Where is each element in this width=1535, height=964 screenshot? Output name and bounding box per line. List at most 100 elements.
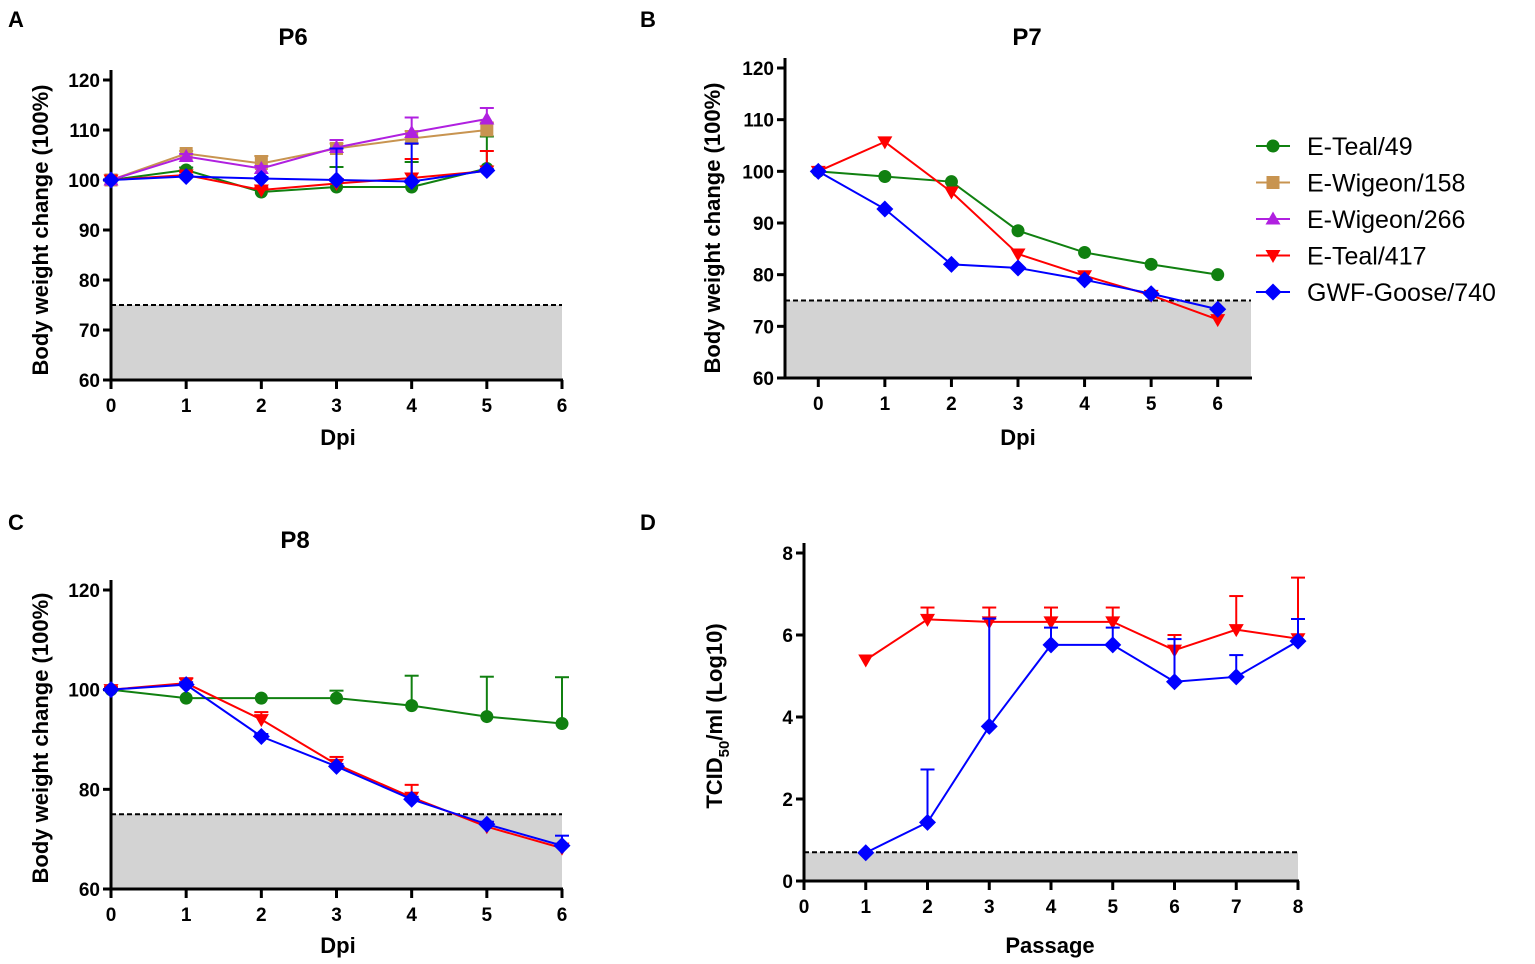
y-tick-label: 90 (753, 214, 774, 235)
x-tick-label: 2 (946, 394, 957, 415)
below-threshold-region (112, 305, 562, 380)
x-tick-label: 1 (860, 897, 871, 918)
data-point (178, 149, 194, 162)
legend-entry: E-Teal/49 (1256, 133, 1413, 161)
legend-marker (1265, 250, 1281, 263)
x-tick-label: 2 (256, 396, 267, 417)
data-point (876, 200, 894, 218)
legend-label: E-Wigeon/266 (1307, 206, 1465, 234)
legend-marker (1266, 176, 1280, 189)
series-line (110, 170, 487, 192)
data-point (252, 728, 270, 746)
series-e-teal-49 (811, 164, 1225, 282)
x-tick-label: 0 (799, 897, 810, 918)
legend-marker (1266, 139, 1280, 153)
data-point (553, 837, 571, 855)
series-e-teal-417 (858, 576, 1306, 668)
panel-title: P8 (280, 527, 309, 554)
y-tick-label: 100 (742, 162, 774, 183)
y-tick-label: 120 (68, 71, 100, 92)
series-gwf-goose-740 (102, 676, 571, 855)
x-tick-label: 4 (1079, 394, 1090, 415)
x-axis-label: Dpi (320, 425, 355, 450)
x-tick-label: 0 (106, 905, 117, 926)
panel-a: 60 70 80 90 100 110 120 0 1 2 3 4 5 6 P6 Dpi Body weight… (28, 24, 567, 450)
data-point (253, 161, 269, 174)
y-tick-label: 60 (753, 369, 774, 390)
x-tick-label: 6 (1212, 394, 1223, 415)
x-tick-label: 3 (331, 396, 342, 417)
x-tick-label: 1 (181, 905, 192, 926)
legend-entry: GWF-Goose/740 (1256, 279, 1496, 307)
data-point (329, 140, 344, 153)
x-axis-label: Dpi (320, 933, 355, 958)
below-threshold-region (786, 300, 1251, 378)
y-tick-label: 8 (782, 544, 793, 565)
data-point (254, 691, 268, 705)
data-point (478, 162, 496, 179)
x-axis-label: Dpi (1000, 425, 1035, 450)
x-tick-label: 4 (406, 396, 417, 417)
x-tick-label: 5 (1107, 897, 1118, 918)
data-point (1105, 616, 1121, 630)
x-tick-label: 2 (256, 905, 267, 926)
series-gwf-goose-740 (102, 142, 496, 190)
x-axis-label: Passage (1005, 933, 1094, 958)
data-point (1227, 668, 1245, 686)
y-tick-label: 90 (79, 221, 100, 242)
data-point (253, 714, 269, 728)
series-e-teal-49 (104, 135, 494, 199)
y-tick-label: 80 (79, 271, 100, 292)
x-tick-label: 5 (1146, 394, 1157, 415)
panel-b: 60 70 80 90 100 110 120 0 1 2 3 4 5 6 P7 Dpi Body weight… (700, 24, 1252, 450)
panel-d: 0 2 4 6 8 0 1 2 3 4 5 6 7 8 Passage TCID50/ml (Log10) (702, 543, 1307, 958)
y-axis-label: Body weight change (100%) (28, 85, 53, 376)
y-tick-label: 2 (782, 790, 793, 811)
data-point (253, 184, 269, 198)
data-point (942, 255, 960, 273)
data-point (330, 691, 343, 705)
data-point (179, 691, 193, 705)
data-point (919, 813, 936, 831)
x-tick-label: 4 (1046, 897, 1057, 918)
panel-letter-a: A (8, 7, 24, 32)
data-point (877, 136, 893, 150)
data-point (1142, 285, 1160, 303)
data-point (1209, 300, 1227, 318)
data-point (943, 186, 959, 200)
series-line (110, 118, 488, 181)
data-point (920, 613, 935, 627)
y-tick-label: 110 (69, 121, 100, 142)
below-threshold-region (805, 852, 1298, 881)
legend-label: GWF-Goose/740 (1307, 279, 1496, 307)
x-tick-label: 1 (880, 394, 891, 415)
data-point (1078, 245, 1092, 259)
y-tick-label: 80 (79, 780, 100, 801)
data-point (480, 710, 494, 724)
data-point (1228, 624, 1244, 638)
legend: E-Teal/49 E-Wigeon/158 E-Wigeon/266 E-Teal/… (1256, 133, 1496, 307)
series-line (110, 129, 487, 181)
y-tick-label: 120 (68, 581, 100, 602)
legend-entry: E-Teal/417 (1256, 243, 1427, 271)
y-label-part: /ml (Log10) (702, 623, 727, 740)
data-point (1011, 224, 1025, 238)
x-tick-label: 5 (482, 396, 493, 417)
series-line (817, 170, 1218, 311)
y-tick-label: 70 (753, 317, 774, 338)
series-line (110, 167, 488, 194)
data-point (1076, 271, 1094, 289)
y-axis-label: Body weight change (100%) (700, 83, 725, 374)
data-point (555, 717, 569, 731)
x-tick-label: 1 (181, 396, 192, 417)
data-point (944, 175, 958, 189)
data-point (328, 757, 345, 775)
x-tick-label: 0 (813, 394, 824, 415)
panel-title: P7 (1012, 24, 1041, 51)
panel-title: P6 (278, 24, 307, 51)
data-point (252, 170, 270, 187)
y-tick-label: 6 (782, 626, 793, 647)
y-label-part: TCID (702, 757, 727, 808)
panel-c: 60 80 100 120 0 1 2 3 4 5 6 P8 Dpi Body weight change… (28, 527, 571, 958)
